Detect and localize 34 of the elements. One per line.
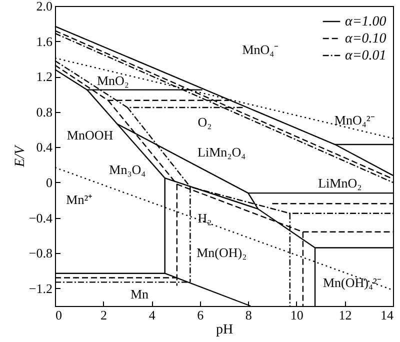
annotation: Mn²⁺	[66, 192, 92, 208]
annotation: Mn	[130, 286, 150, 302]
x-tick-label: 4	[148, 308, 156, 322]
legend-label: α=1.00	[345, 14, 386, 30]
x-tick-label: 6	[197, 308, 204, 322]
y-tick-label: 0	[46, 174, 52, 190]
annotation: LiMnO₂	[318, 175, 362, 190]
y-tick-label: 1.2	[36, 69, 52, 84]
x-tick-label: 8	[245, 308, 252, 322]
annotation: O₂	[198, 114, 212, 130]
annotation: MnOOH	[66, 128, 114, 143]
y-tick-label: −0.8	[28, 246, 52, 261]
annotation: MnO₄²⁻	[334, 112, 374, 128]
y-tick-label: 1.6	[36, 34, 53, 49]
x-tick-label: 10	[290, 308, 304, 322]
y-tick-label: 2.0	[36, 0, 52, 14]
annotation: Mn(OH)₂	[196, 245, 247, 260]
annotation: MnO₂	[96, 73, 129, 88]
y-tick-label: 0.8	[36, 104, 52, 120]
legend-label: α=0.10	[345, 32, 386, 46]
y-tick-label: −1.2	[28, 280, 52, 296]
annotation: LiMn₂O₄	[198, 144, 246, 160]
y-axis-title: E/V	[12, 144, 28, 168]
y-tick-label: −0.4	[28, 210, 53, 226]
legend-label: α=0.01	[345, 48, 386, 64]
annotation: Mn(OH)₄²⁻	[322, 275, 381, 290]
annotation: Mn₃O₄	[109, 162, 146, 178]
x-axis-title: pH	[216, 322, 234, 338]
annotation: H₂	[198, 210, 212, 226]
annotation: MnO₄⁻	[242, 42, 278, 58]
x-tick-label: 2	[100, 308, 108, 322]
y-tick-label: 0.4	[36, 140, 53, 155]
x-tick-label: 12	[338, 308, 352, 322]
x-tick-label: 14	[380, 308, 394, 322]
